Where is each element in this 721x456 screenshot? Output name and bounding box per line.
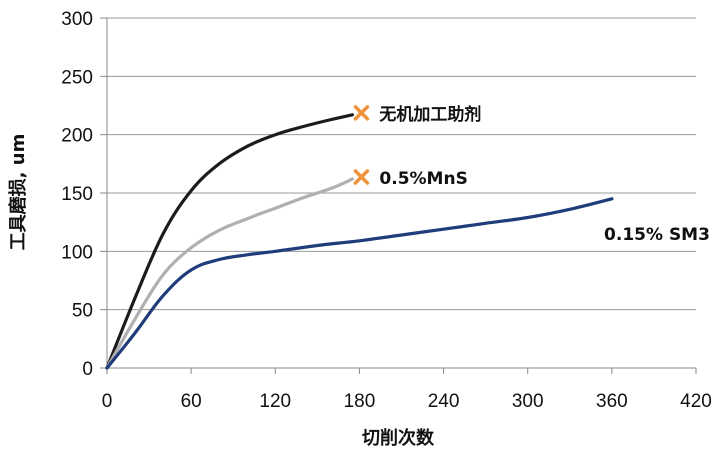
y-axis-title: 工具磨损, um (7, 134, 29, 251)
y-tick-label: 250 (61, 67, 93, 88)
series-label-1: 0.5%MnS (379, 169, 467, 189)
x-tick-labels: 0 60 120 180 240 300 360 420 (102, 368, 712, 412)
series-lines (105, 113, 614, 370)
y-tick-label: 50 (72, 301, 93, 322)
y-tick-label: 300 (61, 9, 93, 30)
series-label-0: 无机加工助剂 (378, 104, 481, 125)
x-tick-label: 0 (102, 391, 113, 412)
x-axis-title: 切削次数 (362, 427, 435, 449)
axes (106, 18, 696, 369)
series-line-2 (105, 197, 614, 370)
x-tick-label: 360 (596, 391, 628, 412)
x-tick-label: 180 (344, 391, 376, 412)
y-tick-label: 0 (82, 359, 93, 380)
y-tick-label: 100 (61, 242, 93, 263)
y-tick-label: 200 (61, 126, 93, 147)
grid-lines (100, 17, 696, 369)
y-tick-labels: 0 50 100 150 200 250 300 (61, 9, 93, 380)
series-labels: 无机加工助剂 0.5%MnS 0.15% SM3 (378, 104, 710, 245)
end-x-marker-1 (353, 169, 370, 185)
series-line-1 (105, 177, 354, 370)
series-line-0 (105, 113, 354, 370)
end-x-marker-0 (353, 105, 370, 121)
x-tick-label: 120 (259, 391, 291, 412)
x-tick-label: 240 (428, 391, 460, 412)
end-markers (353, 105, 370, 185)
x-tick-label: 300 (512, 391, 544, 412)
y-tick-label: 150 (61, 184, 93, 205)
series-label-2: 0.15% SM3 (604, 225, 710, 245)
x-tick-label: 420 (680, 391, 712, 412)
x-tick-label: 60 (181, 391, 202, 412)
